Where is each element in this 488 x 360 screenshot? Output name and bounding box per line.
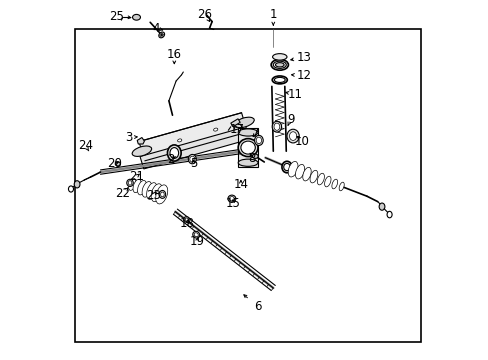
Ellipse shape	[128, 178, 136, 190]
Ellipse shape	[160, 192, 164, 197]
Ellipse shape	[159, 190, 165, 198]
Text: 20: 20	[106, 157, 122, 170]
Ellipse shape	[302, 167, 310, 181]
Text: 13: 13	[296, 51, 311, 64]
Ellipse shape	[282, 161, 291, 173]
Text: 18: 18	[179, 217, 194, 230]
Ellipse shape	[177, 139, 182, 142]
Ellipse shape	[185, 218, 188, 221]
Text: 2: 2	[166, 153, 174, 166]
Text: 3: 3	[124, 131, 132, 144]
Text: 24: 24	[78, 139, 93, 152]
Ellipse shape	[286, 129, 299, 143]
Polygon shape	[238, 128, 258, 167]
Ellipse shape	[194, 233, 198, 237]
Ellipse shape	[74, 181, 80, 188]
Ellipse shape	[331, 179, 337, 189]
Ellipse shape	[68, 186, 73, 192]
Text: 16: 16	[166, 48, 182, 60]
Ellipse shape	[167, 145, 181, 161]
Ellipse shape	[287, 161, 297, 177]
Polygon shape	[139, 113, 247, 161]
Ellipse shape	[238, 139, 258, 157]
Ellipse shape	[227, 195, 235, 202]
Bar	[75, 29, 420, 342]
Text: 7: 7	[251, 127, 259, 140]
Ellipse shape	[324, 176, 330, 187]
Ellipse shape	[128, 181, 132, 185]
Ellipse shape	[142, 181, 151, 197]
Ellipse shape	[273, 123, 279, 130]
Ellipse shape	[229, 197, 234, 201]
Ellipse shape	[234, 117, 254, 127]
Ellipse shape	[386, 211, 391, 218]
Ellipse shape	[339, 182, 344, 191]
Ellipse shape	[192, 231, 199, 238]
Ellipse shape	[289, 132, 296, 140]
Ellipse shape	[133, 179, 141, 193]
Ellipse shape	[272, 54, 286, 60]
Ellipse shape	[189, 156, 194, 162]
Text: 6: 6	[254, 300, 262, 313]
Ellipse shape	[238, 159, 258, 166]
Ellipse shape	[137, 180, 146, 195]
Ellipse shape	[378, 203, 384, 210]
Ellipse shape	[188, 154, 196, 164]
Ellipse shape	[270, 59, 288, 70]
Ellipse shape	[254, 135, 263, 145]
Polygon shape	[230, 119, 240, 127]
Ellipse shape	[170, 148, 178, 158]
Ellipse shape	[115, 162, 120, 166]
Text: 14: 14	[233, 178, 248, 191]
Text: 15: 15	[225, 197, 240, 210]
Text: 12: 12	[296, 69, 311, 82]
Text: 22: 22	[115, 187, 130, 200]
Ellipse shape	[146, 183, 157, 199]
Ellipse shape	[183, 217, 189, 222]
Ellipse shape	[132, 146, 151, 156]
Ellipse shape	[241, 141, 255, 154]
Ellipse shape	[126, 179, 133, 186]
Ellipse shape	[274, 77, 285, 82]
Text: 11: 11	[287, 88, 302, 101]
Ellipse shape	[272, 121, 281, 132]
Ellipse shape	[256, 137, 261, 144]
Ellipse shape	[275, 63, 284, 67]
Ellipse shape	[155, 185, 167, 204]
Ellipse shape	[238, 129, 258, 136]
Text: 5: 5	[189, 157, 197, 170]
Ellipse shape	[272, 76, 287, 84]
Text: 26: 26	[197, 8, 212, 21]
Ellipse shape	[132, 14, 140, 20]
Polygon shape	[140, 128, 246, 169]
Text: 10: 10	[294, 135, 309, 148]
Text: 4: 4	[152, 22, 160, 35]
Text: 17: 17	[229, 123, 244, 136]
Ellipse shape	[295, 165, 304, 179]
Text: 25: 25	[109, 10, 124, 23]
Text: 21: 21	[129, 170, 143, 183]
Ellipse shape	[252, 154, 258, 158]
Ellipse shape	[283, 163, 289, 171]
Text: 19: 19	[189, 235, 204, 248]
Text: 9: 9	[286, 113, 294, 126]
Ellipse shape	[151, 184, 162, 202]
Ellipse shape	[273, 61, 285, 68]
Ellipse shape	[159, 32, 164, 38]
Ellipse shape	[317, 173, 324, 185]
Ellipse shape	[213, 128, 217, 131]
Text: 23: 23	[146, 189, 161, 202]
Text: 1: 1	[269, 8, 277, 21]
Polygon shape	[137, 138, 144, 144]
Ellipse shape	[309, 170, 317, 183]
Text: 8: 8	[248, 152, 256, 165]
